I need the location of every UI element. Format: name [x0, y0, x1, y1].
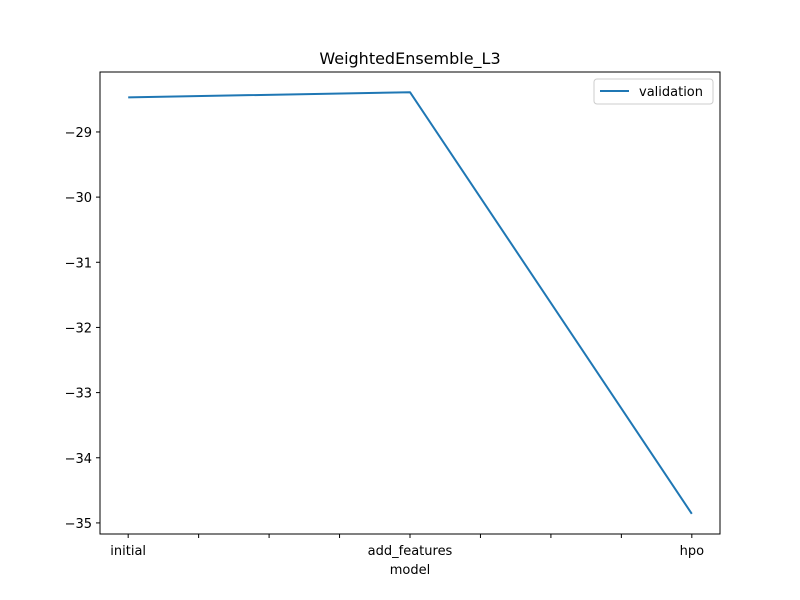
legend: validation — [593, 78, 714, 105]
plot-area — [128, 91, 693, 515]
x-tick-label: add_features — [368, 544, 453, 559]
x-axis-label: model — [390, 563, 430, 578]
x-tick-label: hpo — [680, 544, 704, 559]
chart-title: WeightedEnsemble_L3 — [319, 49, 500, 69]
y-axis: −29 −30 −31 −32 −33 −34 −35 — [65, 126, 100, 532]
y-tick-label: −35 — [65, 517, 92, 532]
x-axis: initial add_features hpo — [110, 534, 704, 559]
x-tick-label: initial — [110, 544, 146, 559]
y-tick-label: −32 — [65, 321, 92, 336]
legend-label-validation: validation — [639, 85, 703, 100]
y-tick-label: −34 — [65, 452, 92, 467]
y-tick-label: −30 — [65, 191, 92, 206]
y-tick-label: −31 — [65, 256, 92, 271]
y-tick-label: −29 — [65, 126, 92, 141]
legend-box — [593, 78, 714, 105]
y-tick-label: −33 — [65, 387, 92, 402]
